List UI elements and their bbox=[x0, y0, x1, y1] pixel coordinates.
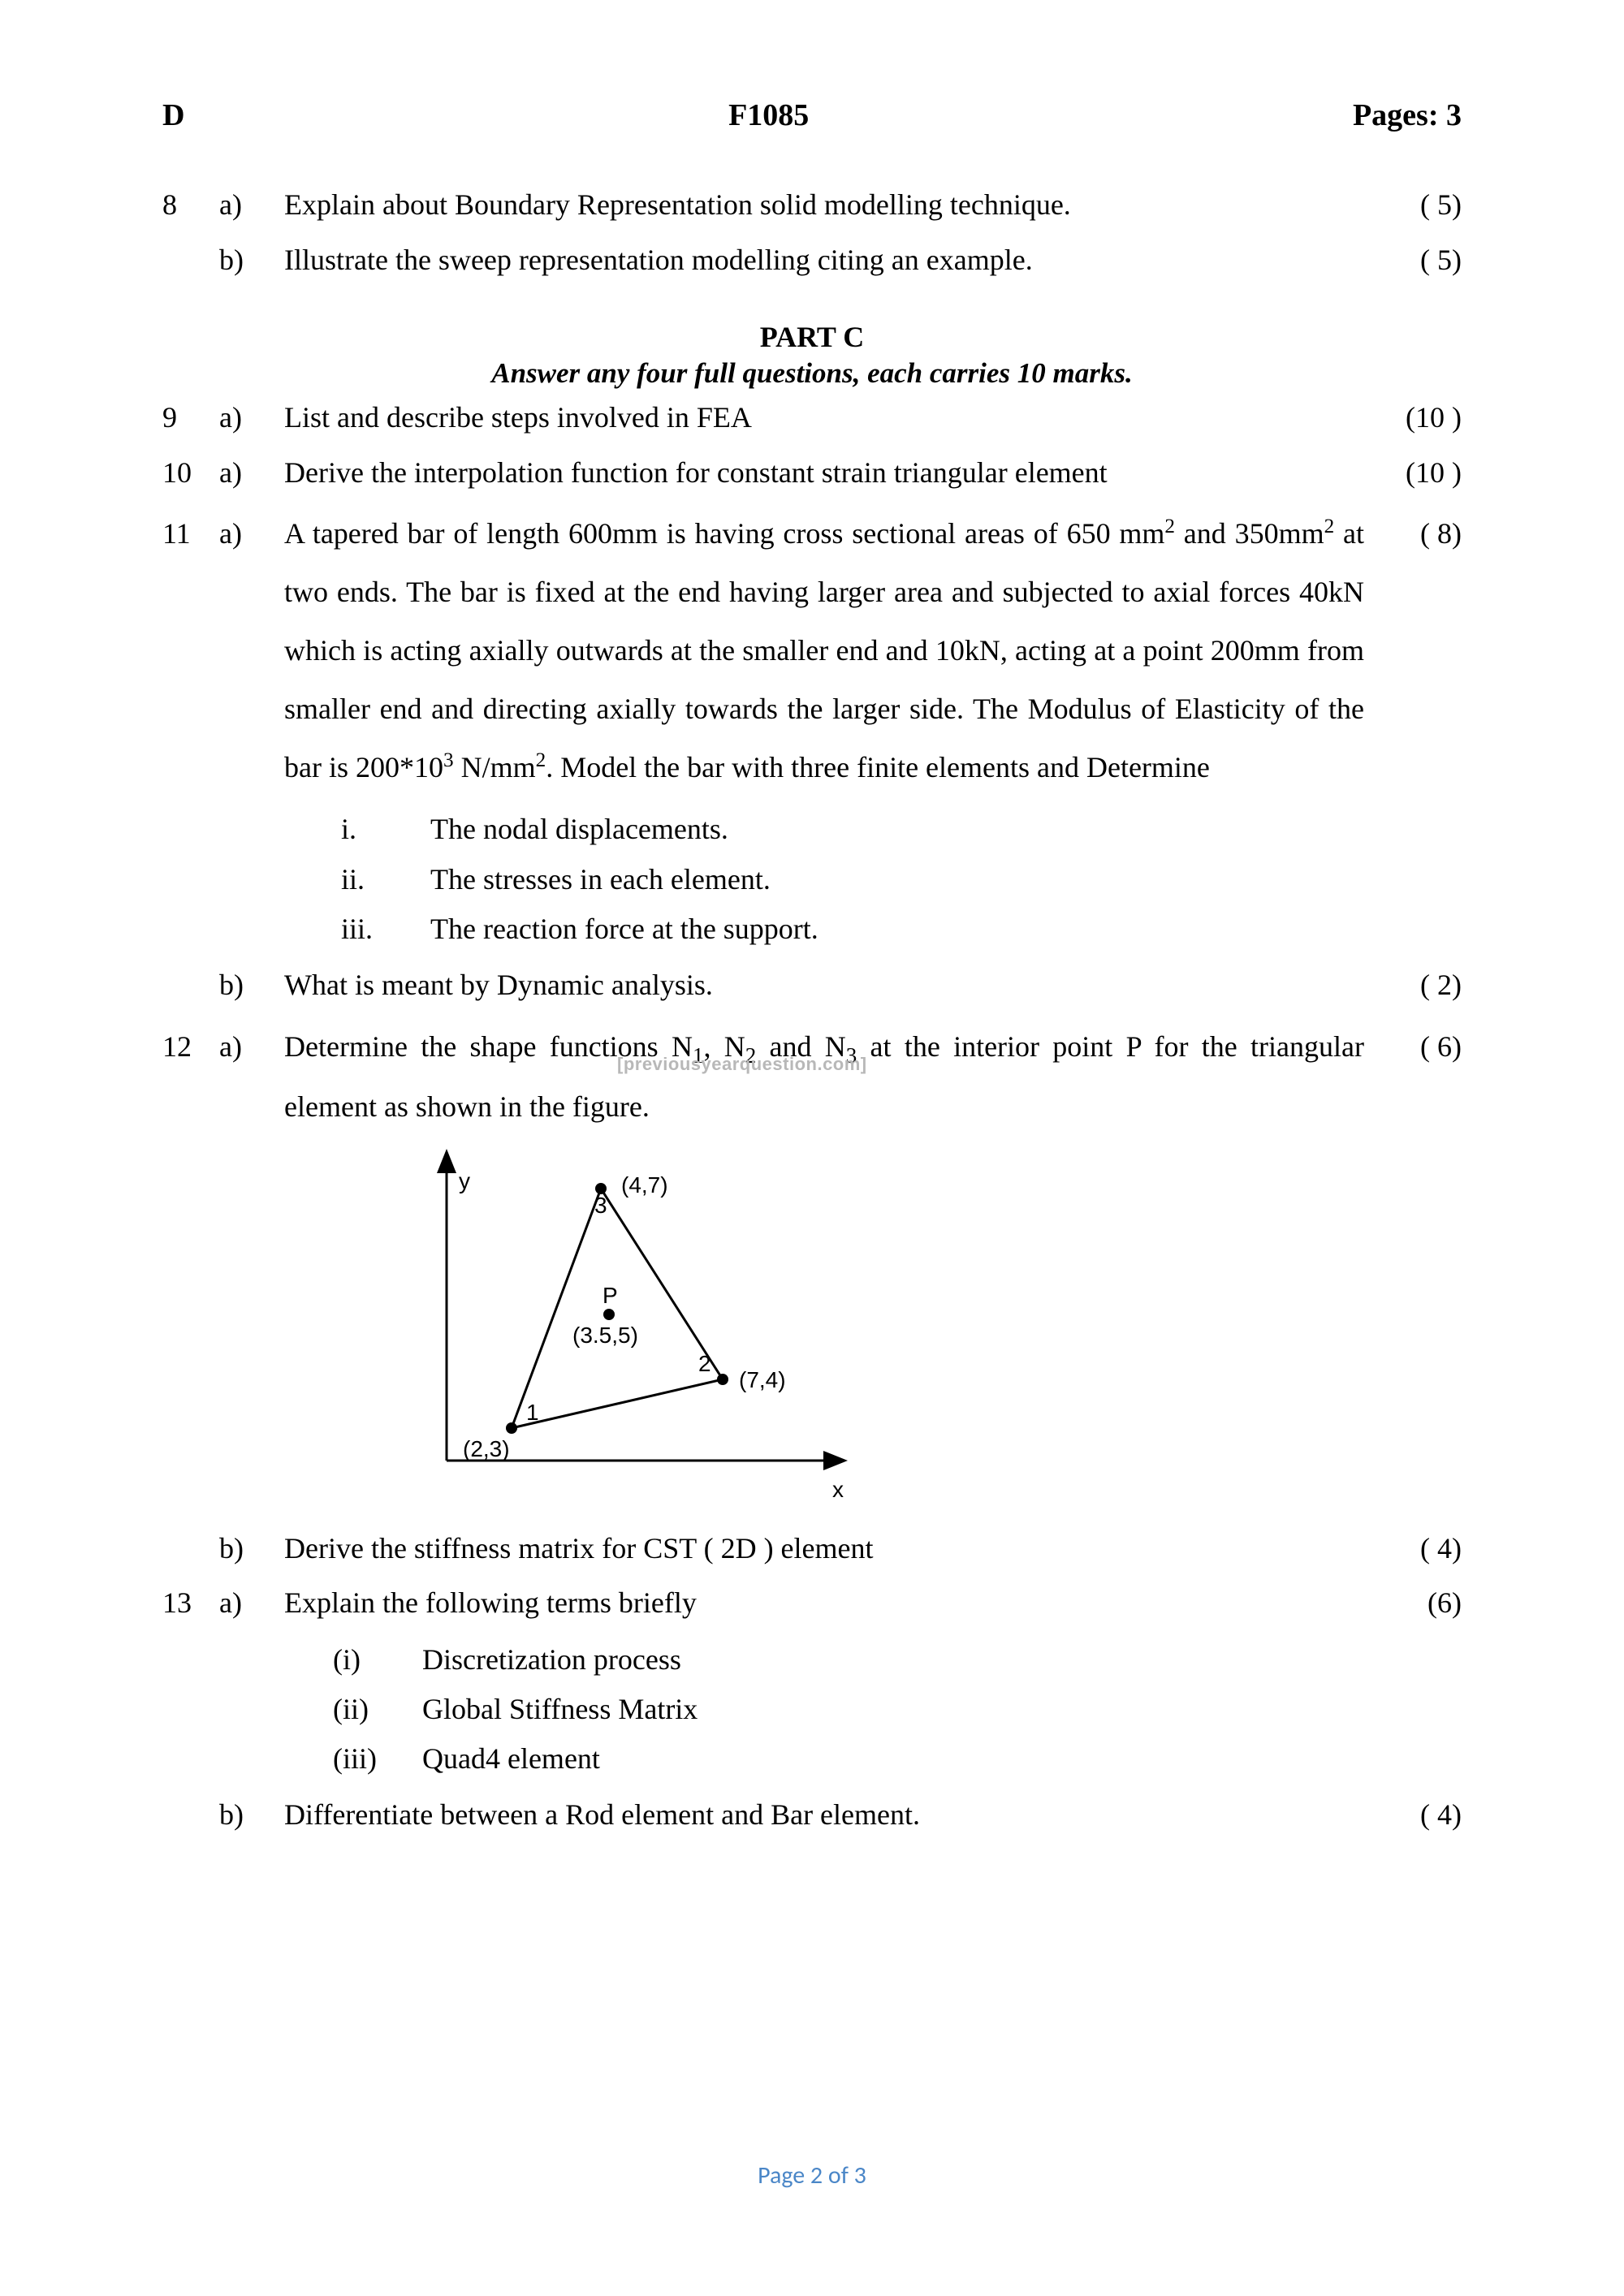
question-sub: a) bbox=[219, 504, 284, 563]
question-sub: a) bbox=[219, 1017, 284, 1076]
list-text: The stresses in each element. bbox=[430, 855, 771, 904]
triangle-figure: x y 1 (2,3) 2 (7,4) 3 (4,7) P (3.5,5) bbox=[374, 1144, 1462, 1509]
list-num: iii. bbox=[341, 904, 430, 954]
question-row: b) What is meant by Dynamic analysis. ( … bbox=[162, 962, 1462, 1009]
svg-text:(3.5,5): (3.5,5) bbox=[572, 1323, 638, 1348]
list-num: (ii) bbox=[333, 1685, 422, 1734]
question-sub: b) bbox=[219, 1792, 284, 1839]
question-sub: b) bbox=[219, 962, 284, 1009]
question-text: List and describe steps involved in FEA bbox=[284, 395, 1389, 442]
question-number: 13 bbox=[162, 1580, 219, 1627]
question-row: 11 a) A tapered bar of length 600mm is h… bbox=[162, 504, 1462, 796]
question-row: 9 a) List and describe steps involved in… bbox=[162, 395, 1462, 442]
svg-text:P: P bbox=[603, 1283, 618, 1308]
question-row: b) Derive the stiffness matrix for CST (… bbox=[162, 1526, 1462, 1573]
question-number: 10 bbox=[162, 450, 219, 497]
page-header: D F1085 Pages: 3 bbox=[162, 97, 1462, 133]
list-num: i. bbox=[341, 805, 430, 854]
header-center: F1085 bbox=[184, 97, 1353, 133]
question-text: A tapered bar of length 600mm is having … bbox=[284, 504, 1389, 796]
question-sub: a) bbox=[219, 1580, 284, 1627]
section-instruction: Answer any four full questions, each car… bbox=[162, 357, 1462, 390]
question-marks: (10 ) bbox=[1389, 450, 1462, 497]
svg-text:2: 2 bbox=[698, 1351, 711, 1376]
question-marks: ( 6) bbox=[1389, 1017, 1462, 1076]
question-text: Explain the following terms briefly bbox=[284, 1580, 1389, 1627]
section-title: PART C bbox=[162, 320, 1462, 354]
svg-text:(7,4): (7,4) bbox=[739, 1367, 786, 1392]
list-text: The nodal displacements. bbox=[430, 805, 728, 854]
question-sub: a) bbox=[219, 395, 284, 442]
header-right: Pages: 3 bbox=[1353, 97, 1462, 133]
question-row: 10 a) Derive the interpolation function … bbox=[162, 450, 1462, 497]
paren-list: (i)Discretization process (ii)Global Sti… bbox=[333, 1635, 1364, 1785]
list-num: (i) bbox=[333, 1635, 422, 1685]
svg-text:3: 3 bbox=[594, 1193, 607, 1218]
question-marks: (10 ) bbox=[1389, 395, 1462, 442]
question-marks: ( 2) bbox=[1389, 962, 1462, 1009]
page-footer: Page 2 of 3 bbox=[0, 2160, 1624, 2190]
question-text: Explain about Boundary Representation so… bbox=[284, 182, 1389, 229]
question-row: 12 a) Determine the shape functions N1, … bbox=[162, 1017, 1462, 1136]
list-text: Global Stiffness Matrix bbox=[422, 1685, 698, 1734]
question-number: 12 bbox=[162, 1017, 219, 1076]
question-marks: ( 5) bbox=[1389, 182, 1462, 229]
question-sub: a) bbox=[219, 182, 284, 229]
header-left: D bbox=[162, 97, 184, 133]
svg-text:1: 1 bbox=[526, 1400, 539, 1425]
question-number: 8 bbox=[162, 182, 219, 229]
question-row: 13 a) Explain the following terms briefl… bbox=[162, 1580, 1462, 1627]
question-marks: ( 5) bbox=[1389, 237, 1462, 284]
list-text: Quad4 element bbox=[422, 1734, 600, 1784]
question-text: Derive the stiffness matrix for CST ( 2D… bbox=[284, 1526, 1389, 1573]
list-text: Discretization process bbox=[422, 1635, 681, 1685]
question-marks: ( 8) bbox=[1389, 504, 1462, 563]
list-num: ii. bbox=[341, 855, 430, 904]
roman-list: i.The nodal displacements. ii.The stress… bbox=[341, 805, 1364, 954]
question-marks: ( 4) bbox=[1389, 1526, 1462, 1573]
question-row: b) Illustrate the sweep representation m… bbox=[162, 237, 1462, 284]
question-marks: ( 4) bbox=[1389, 1792, 1462, 1839]
svg-text:(4,7): (4,7) bbox=[621, 1172, 668, 1198]
question-text: What is meant by Dynamic analysis. bbox=[284, 962, 1389, 1009]
list-num: (iii) bbox=[333, 1734, 422, 1784]
question-number: 9 bbox=[162, 395, 219, 442]
watermark-text: [previousyearquestion.com] bbox=[617, 1047, 867, 1082]
svg-text:(2,3): (2,3) bbox=[463, 1436, 510, 1461]
question-number: 11 bbox=[162, 504, 219, 563]
question-subitems: i.The nodal displacements. ii.The stress… bbox=[162, 805, 1462, 954]
question-row: b) Differentiate between a Rod element a… bbox=[162, 1792, 1462, 1839]
question-text: Determine the shape functions N1, N2 and… bbox=[284, 1017, 1389, 1136]
question-sub: b) bbox=[219, 237, 284, 284]
list-text: The reaction force at the support. bbox=[430, 904, 818, 954]
question-sub: b) bbox=[219, 1526, 284, 1573]
question-text: Illustrate the sweep representation mode… bbox=[284, 237, 1389, 284]
svg-text:y: y bbox=[459, 1168, 470, 1193]
svg-text:x: x bbox=[832, 1477, 844, 1502]
question-marks: (6) bbox=[1389, 1580, 1462, 1627]
question-text: Derive the interpolation function for co… bbox=[284, 450, 1389, 497]
triangle-svg: x y 1 (2,3) 2 (7,4) 3 (4,7) P (3.5,5) bbox=[374, 1144, 877, 1509]
question-subitems: (i)Discretization process (ii)Global Sti… bbox=[162, 1635, 1462, 1785]
page-container: D F1085 Pages: 3 8 a) Explain about Boun… bbox=[0, 0, 1624, 2296]
question-sub: a) bbox=[219, 450, 284, 497]
question-row: 8 a) Explain about Boundary Representati… bbox=[162, 182, 1462, 229]
question-text: Differentiate between a Rod element and … bbox=[284, 1792, 1389, 1839]
